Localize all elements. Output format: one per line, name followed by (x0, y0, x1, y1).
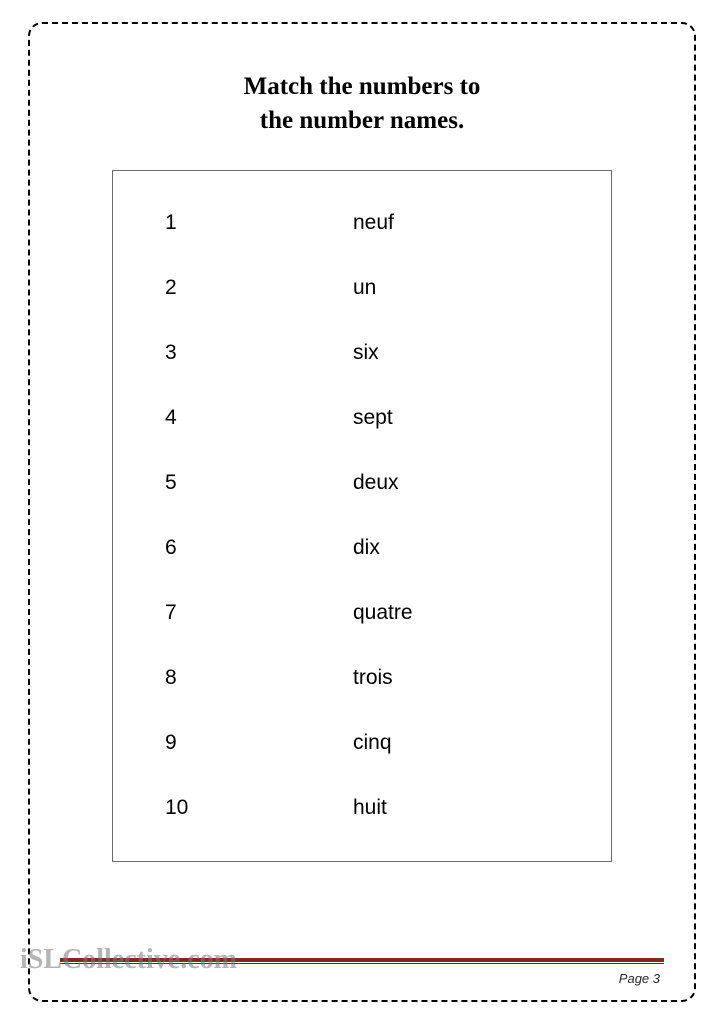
word-cell: un (353, 276, 611, 300)
word-cell: dix (353, 536, 611, 560)
number-cell: 3 (113, 341, 353, 365)
match-row: 10 huit (113, 776, 611, 841)
match-row: 6 dix (113, 516, 611, 581)
page-number: Page 3 (619, 971, 660, 986)
number-cell: 1 (113, 211, 353, 235)
watermark: iSLCollective.com (20, 944, 237, 976)
match-row: 3 six (113, 321, 611, 386)
match-row: 1 neuf (113, 191, 611, 256)
word-cell: quatre (353, 601, 611, 625)
match-row: 2 un (113, 256, 611, 321)
match-row: 5 deux (113, 451, 611, 516)
match-row: 7 quatre (113, 581, 611, 646)
word-cell: huit (353, 796, 611, 820)
match-row: 9 cinq (113, 711, 611, 776)
number-cell: 5 (113, 471, 353, 495)
number-cell: 10 (113, 796, 353, 820)
word-cell: sept (353, 406, 611, 430)
word-cell: six (353, 341, 611, 365)
word-cell: trois (353, 666, 611, 690)
number-cell: 6 (113, 536, 353, 560)
word-cell: neuf (353, 211, 611, 235)
number-cell: 2 (113, 276, 353, 300)
title-line-1: Match the numbers to (244, 73, 481, 100)
page-content: Match the numbers to the number names. 1… (28, 22, 696, 1002)
number-cell: 7 (113, 601, 353, 625)
number-cell: 4 (113, 406, 353, 430)
match-box: 1 neuf 2 un 3 six 4 sept 5 deux 6 dix 7 … (112, 170, 612, 862)
match-row: 8 trois (113, 646, 611, 711)
word-cell: deux (353, 471, 611, 495)
word-cell: cinq (353, 731, 611, 755)
title-line-2: the number names. (260, 107, 464, 134)
number-cell: 9 (113, 731, 353, 755)
number-cell: 8 (113, 666, 353, 690)
worksheet-title: Match the numbers to the number names. (78, 70, 646, 138)
match-row: 4 sept (113, 386, 611, 451)
